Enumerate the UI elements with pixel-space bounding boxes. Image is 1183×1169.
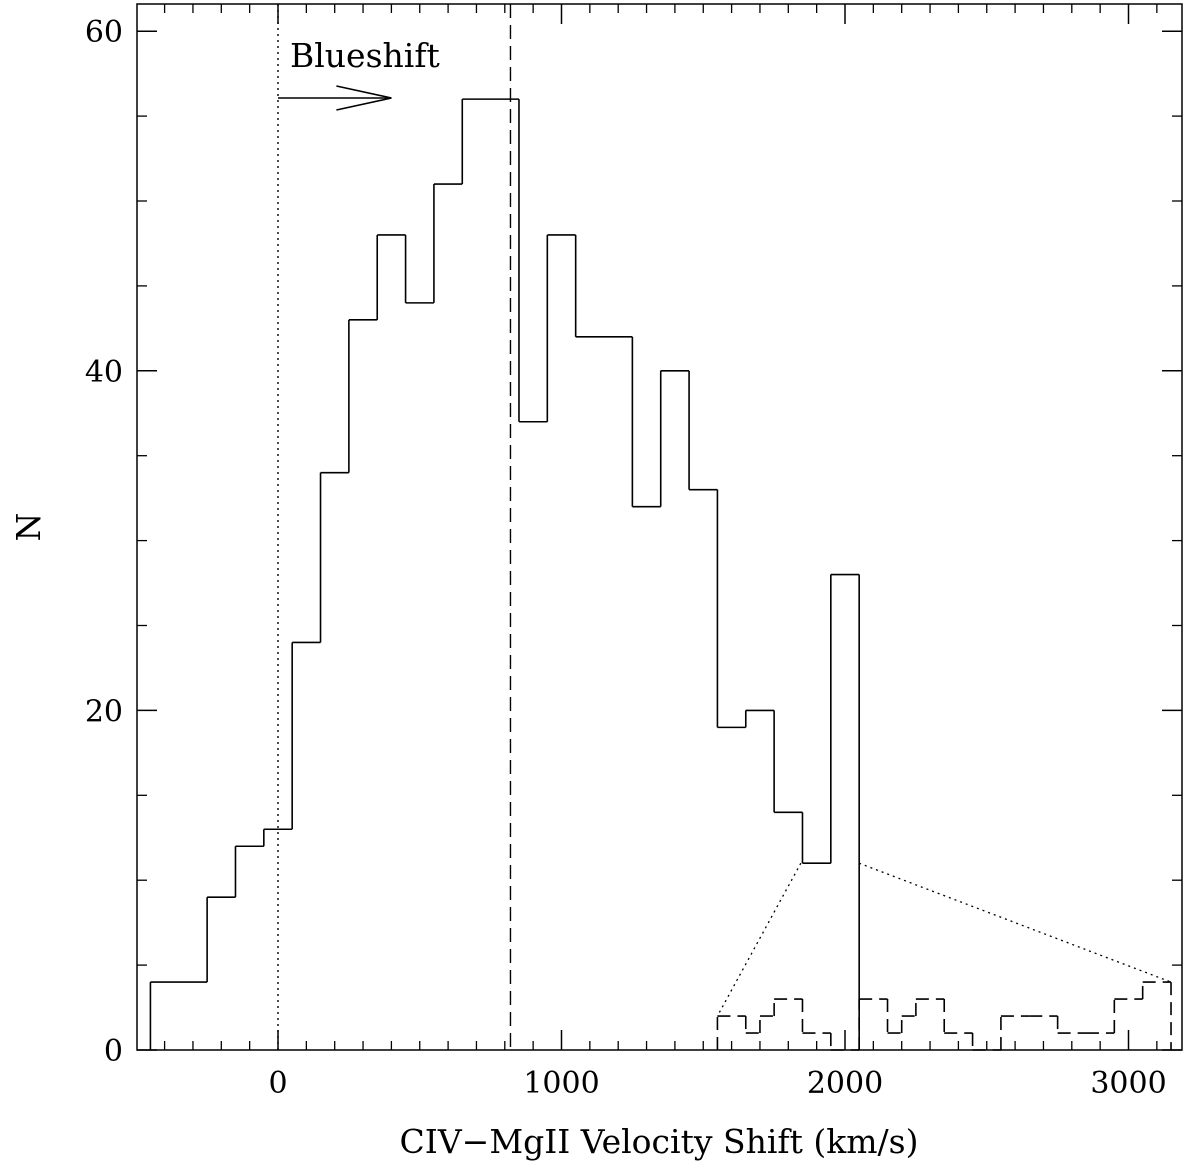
minor-ticks	[137, 4, 1182, 1050]
y-tick-label: 40	[85, 355, 123, 390]
x-tick-label: 2000	[807, 1066, 883, 1101]
zoom-connectors	[716, 862, 1172, 1017]
y-axis-title: N	[9, 513, 48, 542]
reference-lines	[277, 4, 512, 1050]
major-ticks	[137, 4, 1182, 1051]
tick-labels: 0 1000 2000 3000 0 20 40 60	[85, 15, 1167, 1101]
histogram-bars	[149, 98, 1172, 1051]
blueshift-label: Blueshift	[290, 36, 440, 75]
zoom-connector-left	[716, 862, 802, 1017]
blueshift-annotation: Blueshift	[278, 36, 440, 111]
x-axis-title: CIV−MgII Velocity Shift (km/s)	[400, 1122, 919, 1161]
x-tick-label: 3000	[1090, 1066, 1166, 1101]
y-tick-label: 20	[85, 694, 123, 729]
x-tick-label: 1000	[523, 1066, 599, 1101]
zoom-connector-right	[858, 862, 1172, 983]
arrow-head	[336, 85, 392, 111]
y-tick-label: 60	[85, 15, 123, 50]
x-tick-label: 0	[268, 1066, 287, 1101]
y-tick-label: 0	[104, 1034, 123, 1069]
blueshift-arrow-icon	[278, 85, 392, 111]
plot-frame	[136, 3, 1183, 1051]
